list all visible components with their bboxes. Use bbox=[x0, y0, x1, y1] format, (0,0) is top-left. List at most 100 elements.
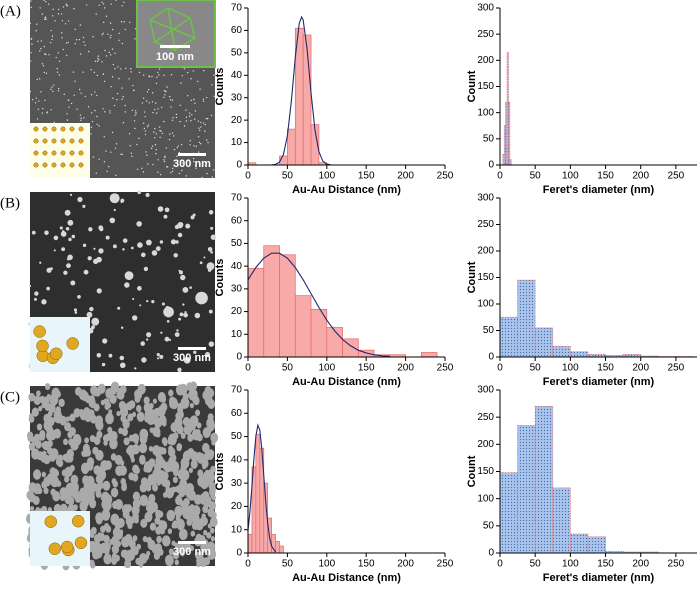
particle bbox=[141, 102, 144, 104]
particle bbox=[173, 148, 176, 151]
particle bbox=[103, 553, 112, 565]
particle bbox=[51, 478, 59, 487]
particle bbox=[95, 449, 104, 461]
particle bbox=[210, 250, 213, 254]
particle bbox=[157, 171, 159, 173]
particle bbox=[98, 58, 100, 61]
particle bbox=[59, 487, 68, 498]
particle bbox=[200, 121, 202, 124]
particle bbox=[80, 117, 82, 119]
particle bbox=[66, 263, 71, 269]
particle bbox=[88, 227, 93, 232]
particle bbox=[168, 338, 172, 341]
inset-particle bbox=[33, 150, 39, 156]
particle bbox=[171, 132, 174, 134]
particle bbox=[58, 60, 61, 62]
y-tick-label: 0 bbox=[236, 160, 242, 171]
particle bbox=[130, 71, 132, 73]
particle bbox=[189, 286, 192, 289]
particle bbox=[158, 74, 160, 76]
particle bbox=[89, 499, 97, 509]
particle bbox=[169, 99, 172, 101]
particle bbox=[30, 52, 32, 54]
particle bbox=[166, 319, 170, 323]
particle bbox=[109, 110, 111, 112]
particle bbox=[70, 439, 79, 451]
particle bbox=[204, 123, 206, 126]
particle bbox=[166, 166, 168, 168]
particle bbox=[67, 496, 75, 506]
particle bbox=[190, 78, 192, 80]
particle bbox=[188, 467, 193, 474]
particle bbox=[74, 386, 82, 396]
particle bbox=[70, 474, 79, 485]
particle bbox=[112, 244, 117, 249]
particle bbox=[134, 38, 136, 40]
particle bbox=[91, 325, 95, 330]
particle bbox=[165, 90, 167, 93]
particle bbox=[177, 222, 183, 229]
bar bbox=[517, 424, 536, 554]
particle bbox=[178, 528, 188, 541]
inset-particle bbox=[42, 162, 48, 168]
particle bbox=[194, 110, 197, 112]
panel-label: (B) bbox=[0, 195, 20, 211]
particle bbox=[149, 402, 154, 409]
particle bbox=[155, 112, 158, 114]
particle bbox=[202, 443, 210, 453]
x-tick-label: 0 bbox=[245, 363, 251, 374]
particle bbox=[62, 453, 68, 462]
particle bbox=[137, 242, 143, 248]
particle bbox=[190, 99, 193, 101]
particle bbox=[194, 409, 201, 417]
particle bbox=[148, 458, 156, 468]
particle bbox=[114, 68, 116, 70]
particle bbox=[36, 78, 38, 81]
y-axis-title: Counts bbox=[214, 68, 226, 106]
particle bbox=[105, 235, 110, 240]
particle bbox=[45, 72, 48, 75]
inset-particle bbox=[48, 542, 62, 556]
particle bbox=[67, 41, 70, 44]
particle bbox=[163, 96, 165, 99]
x-axis-title: Feret's diameter (nm) bbox=[543, 572, 655, 584]
particle bbox=[192, 70, 194, 72]
particle bbox=[148, 75, 150, 77]
inset-particle bbox=[50, 347, 63, 361]
y-tick-label: 40 bbox=[231, 454, 243, 465]
particle bbox=[67, 254, 73, 261]
particle bbox=[93, 71, 96, 74]
particle bbox=[173, 253, 178, 258]
particle bbox=[206, 499, 213, 508]
particle bbox=[164, 156, 166, 159]
particle bbox=[68, 237, 72, 242]
particle bbox=[202, 453, 210, 462]
particle bbox=[37, 108, 40, 110]
particle bbox=[44, 18, 46, 20]
particle bbox=[80, 119, 82, 121]
particle bbox=[159, 240, 164, 244]
particle bbox=[179, 120, 181, 123]
particle bbox=[208, 309, 213, 314]
particle bbox=[124, 111, 127, 113]
particle bbox=[45, 53, 47, 56]
particle bbox=[111, 557, 117, 565]
particle bbox=[90, 414, 96, 423]
x-tick-label: 150 bbox=[358, 363, 375, 374]
bar bbox=[552, 346, 571, 358]
particle bbox=[39, 395, 46, 404]
particle bbox=[128, 21, 131, 24]
particle bbox=[149, 522, 157, 531]
particle bbox=[64, 422, 72, 432]
particle bbox=[57, 8, 60, 11]
particle bbox=[181, 74, 183, 77]
x-tick-label: 50 bbox=[530, 171, 542, 182]
particle bbox=[140, 477, 148, 487]
particle bbox=[44, 0, 47, 3]
particle bbox=[34, 433, 41, 442]
particle bbox=[47, 440, 53, 448]
particle bbox=[36, 390, 41, 397]
particle bbox=[29, 22, 31, 25]
particle bbox=[174, 332, 180, 337]
particle bbox=[36, 423, 43, 431]
